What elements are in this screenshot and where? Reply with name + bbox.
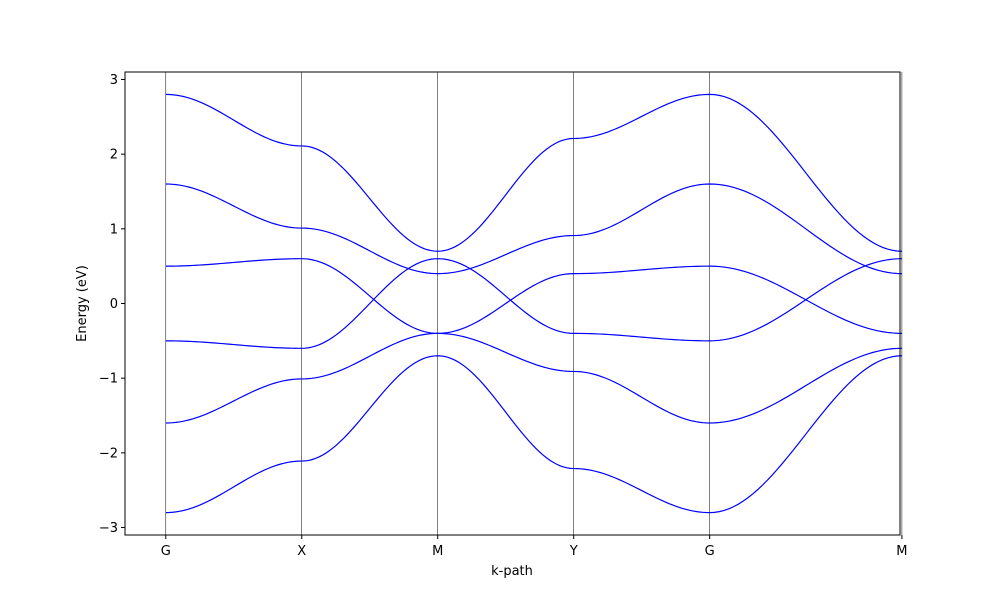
y-tick-label: 1	[110, 222, 118, 237]
band-line	[165, 332, 902, 424]
y-tick-label: −1	[99, 372, 118, 387]
band-line	[165, 183, 902, 275]
y-tick-label: −3	[99, 521, 118, 536]
y-tick-label: 0	[110, 297, 118, 312]
x-tick-label: Y	[569, 544, 578, 559]
y-tick-label: −2	[99, 446, 118, 461]
band-line	[165, 93, 902, 252]
y-axis-ticks: 3 2 1 0 −1 −2 −3	[99, 73, 125, 536]
x-axis-label: k-path	[491, 564, 533, 579]
x-tick-label: M	[896, 544, 907, 559]
band-line	[165, 258, 902, 334]
y-tick-label: 2	[110, 148, 118, 163]
high-symmetry-lines	[165, 72, 903, 535]
x-tick-label: G	[705, 544, 715, 559]
band-line	[165, 258, 902, 349]
band-lines	[165, 93, 902, 514]
y-tick-label: 3	[110, 73, 118, 88]
x-tick-label: G	[161, 544, 171, 559]
y-axis-label: Energy (eV)	[75, 265, 90, 342]
x-tick-label: M	[432, 544, 443, 559]
x-tick-label: X	[297, 544, 306, 559]
band-line	[165, 355, 902, 514]
